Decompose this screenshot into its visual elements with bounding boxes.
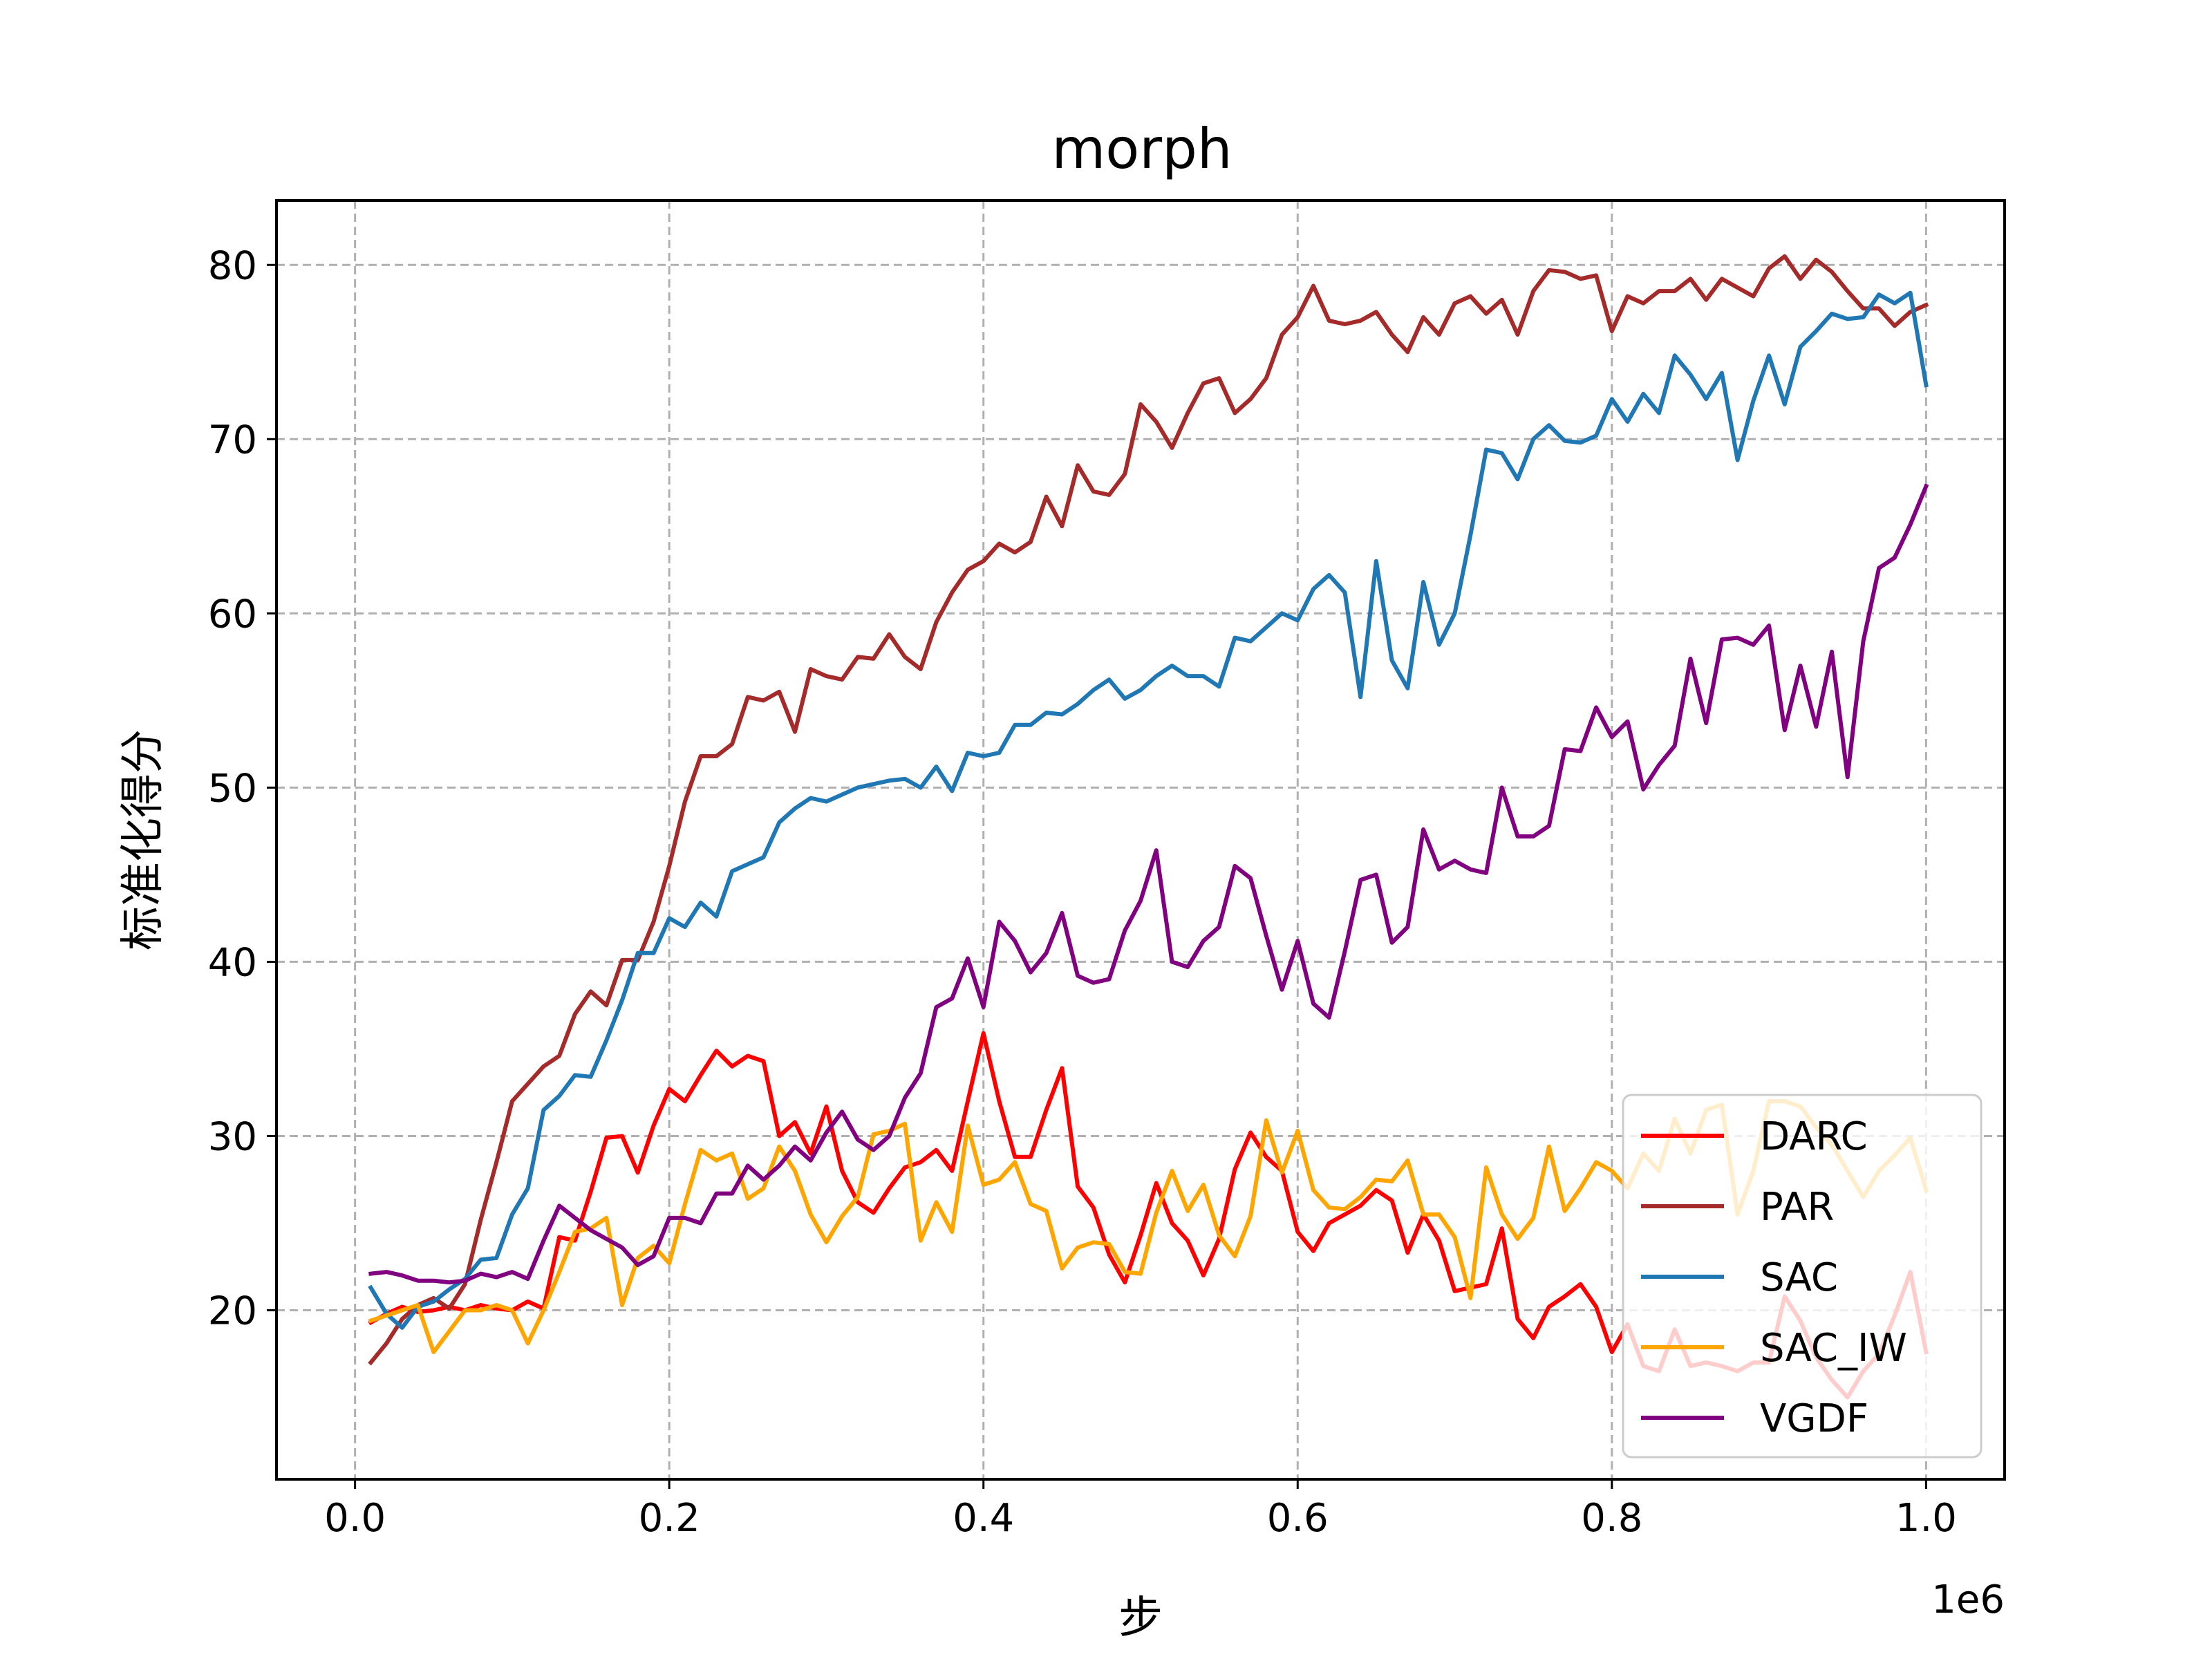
plot-frame [275,199,2006,1481]
legend-label-vgdf: VGDF [1760,1396,1868,1441]
legend-label-darc: DARC [1760,1114,1868,1159]
series-line-vgdf [368,483,1929,1285]
x-axis-ticks: 0.0 0.2 0.4 0.6 0.8 1.0 [324,1479,1957,1541]
legend-label-par: PAR [1760,1185,1834,1230]
grid [276,200,2005,1479]
y-tick-label: 70 [208,418,257,462]
y-tick-label: 30 [208,1114,257,1159]
chart-title: morph [1051,117,1232,181]
y-axis-label: 标准化得分 [118,729,169,950]
legend-label-sac: SAC [1760,1255,1838,1300]
y-tick-label: 80 [208,243,257,288]
x-tick-label: 0.4 [953,1496,1014,1541]
y-tick-label: 20 [208,1289,257,1334]
series-line-par [368,254,1929,1366]
y-tick-label: 40 [208,940,257,985]
x-tick-label: 0.8 [1581,1496,1642,1541]
x-offset-label: 1e6 [1931,1577,2005,1622]
legend-box [1622,1094,1983,1459]
legend-label-sac-iw: SAC_IW [1760,1326,1907,1371]
x-tick-label: 0.0 [324,1496,386,1541]
x-tick-label: 1.0 [1895,1496,1957,1541]
y-tick-label: 50 [208,766,257,811]
x-axis-label: 步 [1118,1593,1163,1644]
legend: DARC PAR SAC SAC_IW VGDF [1622,1094,1983,1459]
y-tick-label: 60 [208,592,257,637]
y-axis-ticks: 20 30 40 50 60 70 80 [208,243,276,1334]
x-tick-label: 0.2 [639,1496,700,1541]
x-tick-label: 0.6 [1267,1496,1329,1541]
series-layer [368,254,1929,1400]
series-line-sac [368,290,1929,1330]
